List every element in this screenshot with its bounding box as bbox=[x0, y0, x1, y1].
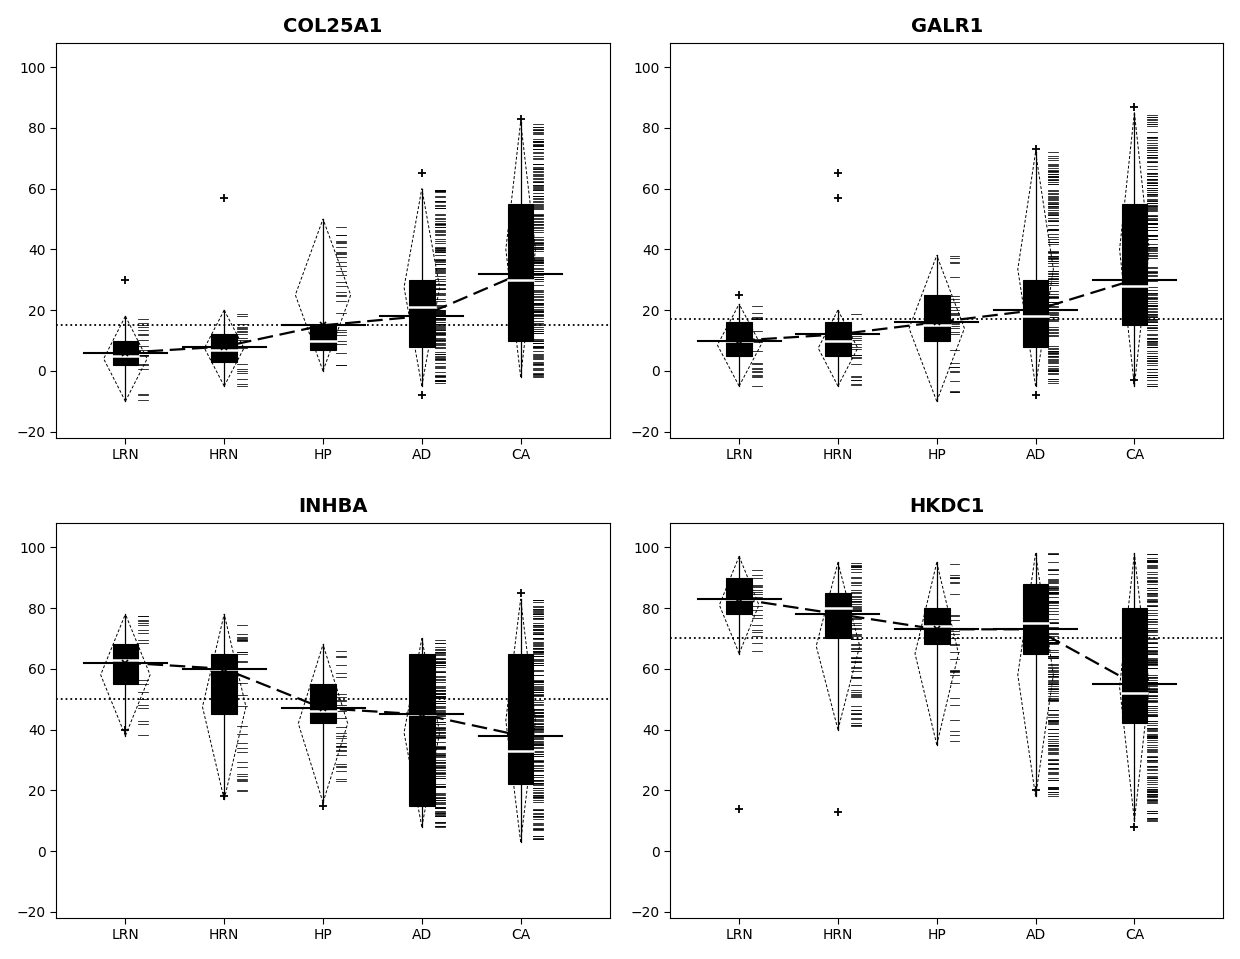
Title: COL25A1: COL25A1 bbox=[283, 16, 383, 35]
Bar bbox=[211, 335, 237, 362]
Title: HKDC1: HKDC1 bbox=[909, 497, 985, 516]
Bar bbox=[310, 684, 336, 723]
Bar bbox=[113, 340, 138, 364]
Bar bbox=[211, 654, 237, 714]
Bar bbox=[508, 654, 533, 784]
Bar bbox=[310, 325, 336, 350]
Bar bbox=[113, 644, 138, 684]
Bar bbox=[825, 593, 851, 639]
Bar bbox=[825, 322, 851, 356]
Bar bbox=[1023, 584, 1049, 654]
Bar bbox=[409, 654, 435, 806]
Bar bbox=[409, 280, 435, 346]
Bar bbox=[727, 577, 751, 614]
Title: INHBA: INHBA bbox=[298, 497, 367, 516]
Bar bbox=[1023, 280, 1049, 346]
Bar bbox=[1121, 204, 1147, 325]
Bar bbox=[1121, 608, 1147, 723]
Bar bbox=[508, 204, 533, 340]
Bar bbox=[727, 322, 751, 356]
Bar bbox=[924, 608, 950, 644]
Title: GALR1: GALR1 bbox=[910, 16, 983, 35]
Bar bbox=[924, 295, 950, 340]
